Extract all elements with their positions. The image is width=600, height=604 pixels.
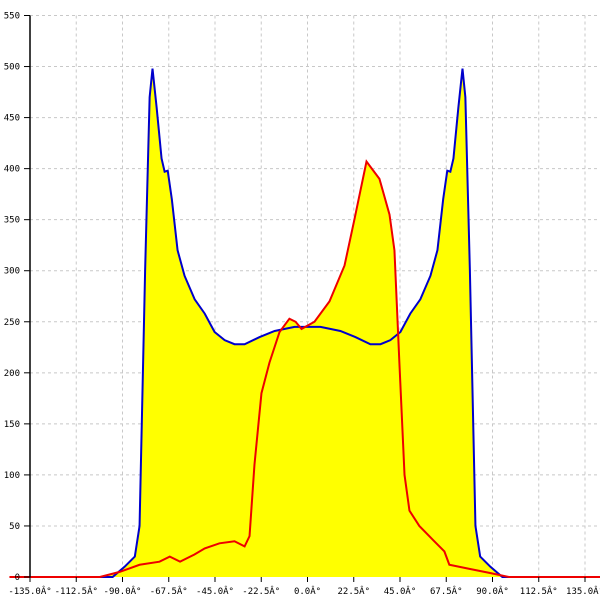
series-lines (9, 68, 600, 578)
x-tick-label: 45.0Â° (384, 585, 417, 597)
y-tick-label: 50 (9, 522, 20, 532)
series-area (30, 68, 585, 577)
area-fills (9, 68, 600, 578)
x-tick-label: 90.0Â° (476, 585, 509, 597)
y-tick-label: 450 (4, 114, 20, 124)
x-tick-label: -45.0Â° (196, 585, 234, 597)
x-tick-label: 0.0Â° (294, 585, 321, 597)
x-tick-label: 67.5Â° (430, 585, 463, 597)
y-tick-label: 100 (4, 471, 20, 481)
x-tick-label: -112.5Â° (55, 585, 98, 597)
x-tick-label: 135.0Â° (566, 585, 600, 597)
y-tick-label: 200 (4, 369, 20, 379)
x-tick-label: -67.5Â° (150, 585, 188, 597)
y-tick-label: 400 (4, 165, 20, 175)
x-tick-label: 112.5Â° (520, 585, 558, 597)
y-tick-label: 550 (4, 12, 20, 22)
y-tick-label: 150 (4, 420, 20, 430)
y-tick-label: 250 (4, 318, 20, 328)
series-line (9, 159, 600, 578)
x-tick-label: -90.0Â° (104, 585, 142, 597)
series-area (9, 161, 600, 578)
y-tick-label: 0 (15, 573, 20, 583)
x-tick-label: -135.0Â° (8, 585, 51, 597)
tick-labels: 0 50 100 150 200 250 300 350 400 450 500 550 -135.0Â… (4, 12, 600, 598)
series-line (30, 68, 585, 578)
axes (24, 15, 586, 582)
y-tick-label: 350 (4, 216, 20, 226)
y-tick-label: 500 (4, 63, 20, 73)
x-tick-label: 22.5Â° (337, 585, 370, 597)
x-tick-label: -22.5Â° (242, 585, 280, 597)
y-tick-label: 300 (4, 267, 20, 277)
